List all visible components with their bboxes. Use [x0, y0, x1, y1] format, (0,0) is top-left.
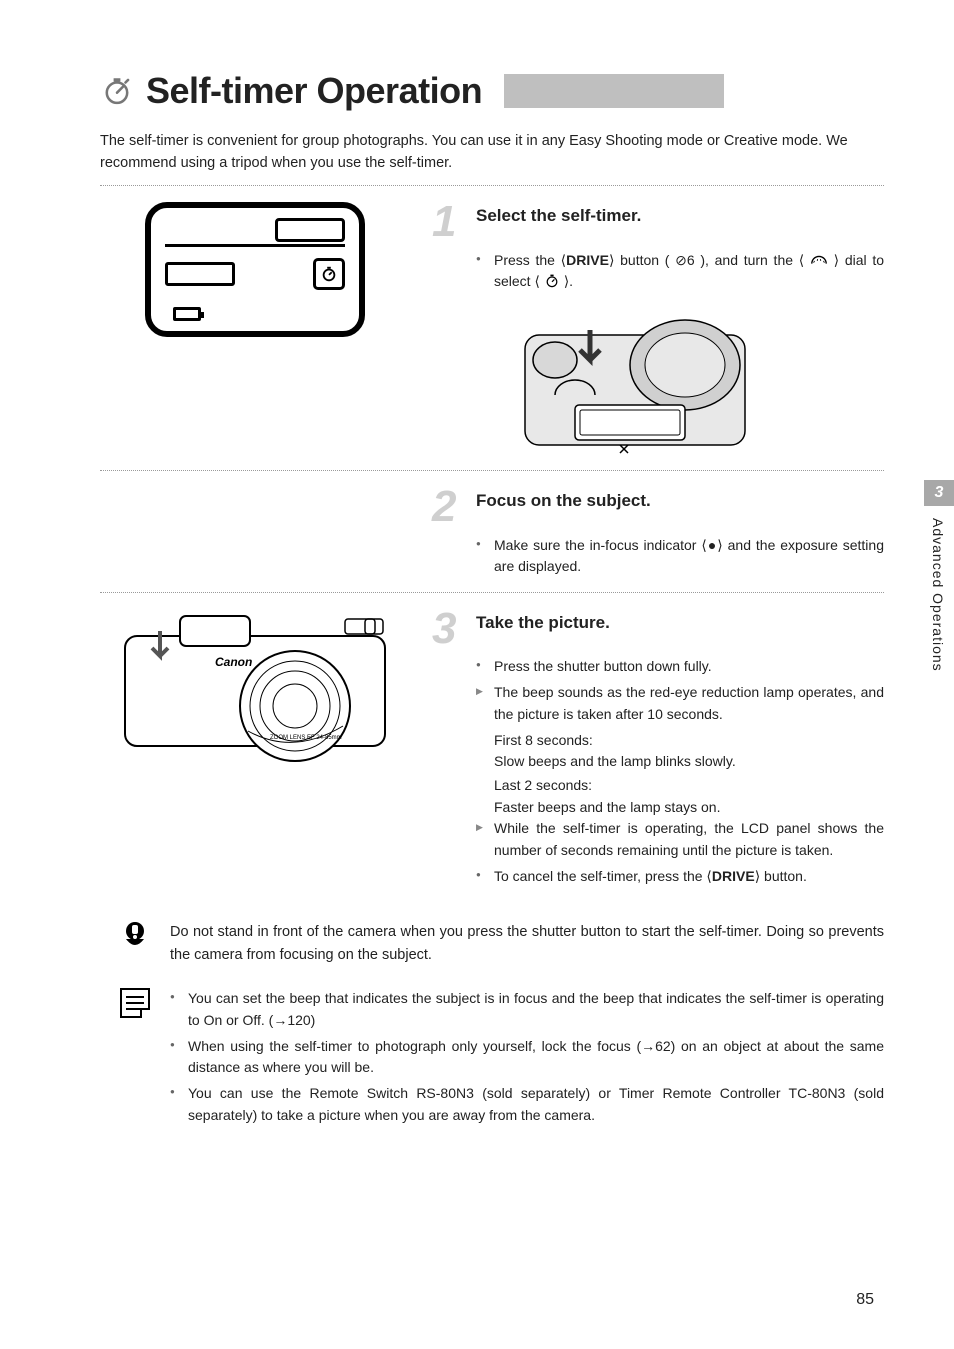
page-title-row: Self-timer Operation [100, 70, 884, 112]
step-number: 2 [432, 487, 470, 527]
step-subtext: Faster beeps and the lamp stays on. [494, 797, 884, 819]
page-title: Self-timer Operation [146, 70, 482, 112]
step-content: 1 Select the self-timer. Press the ⟨DRIVE… [432, 202, 884, 460]
self-timer-icon [100, 74, 134, 108]
memo-icon [120, 988, 150, 1018]
step-subtext: Slow beeps and the lamp blinks slowly. [494, 751, 884, 773]
lcd-panel-illustration [145, 202, 365, 337]
divider [100, 592, 884, 593]
step-left-illustration: Canon ZOOM LENS EF 24-85mm [100, 609, 410, 891]
step-number: 3 [432, 609, 470, 649]
step-number: 1 [432, 202, 470, 242]
page-number: 85 [856, 1291, 874, 1309]
svg-text:ZOOM LENS EF 24-85mm: ZOOM LENS EF 24-85mm [270, 735, 342, 741]
step-body: Press the shutter button down fully. The … [476, 656, 884, 887]
step-block: 1 Select the self-timer. Press the ⟨DRIVE… [100, 202, 884, 460]
step-block: Canon ZOOM LENS EF 24-85mm 3 Take the pi… [100, 609, 884, 891]
note-bullet: When using the self-timer to photograph … [170, 1036, 884, 1079]
warning-text: Do not stand in front of the camera when… [170, 921, 884, 966]
caution-icon [120, 921, 150, 964]
step-bullet: The beep sounds as the red-eye reduction… [476, 682, 884, 725]
step-bullet: While the self-timer is operating, the L… [476, 818, 884, 861]
step-bullet: Press the shutter button down fully. [476, 656, 884, 678]
step-left-illustration [100, 487, 410, 582]
step-bullet: To cancel the self-timer, press the ⟨DRI… [476, 866, 884, 888]
chapter-number: 3 [924, 480, 954, 506]
intro-paragraph: The self-timer is convenient for group p… [100, 130, 884, 175]
step-bullet: Make sure the in-focus indicator ⟨●⟩ and… [476, 535, 884, 578]
camera-front-illustration: Canon ZOOM LENS EF 24-85mm [115, 609, 395, 769]
warning-block: Do not stand in front of the camera when… [120, 921, 884, 966]
step-left-illustration [100, 202, 410, 460]
step-title: Focus on the subject. [476, 491, 651, 511]
step-body: Press the ⟨DRIVE⟩ button ( ⊘6 ), and tur… [476, 250, 884, 460]
divider [100, 185, 884, 186]
step-content: 2 Focus on the subject. Make sure the in-… [432, 487, 884, 582]
notes-list: You can set the beep that indicates the … [170, 988, 884, 1130]
note-bullet: You can set the beep that indicates the … [170, 988, 884, 1031]
step-block: 2 Focus on the subject. Make sure the in-… [100, 487, 884, 582]
step-body: Make sure the in-focus indicator ⟨●⟩ and… [476, 535, 884, 578]
step-title: Take the picture. [476, 613, 610, 633]
step-plaintext: Last 2 seconds: [494, 775, 884, 797]
camera-top-illustration [520, 305, 884, 460]
svg-text:Canon: Canon [215, 655, 252, 669]
step-title: Select the self-timer. [476, 206, 641, 226]
step-content: 3 Take the picture. Press the shutter but… [432, 609, 884, 891]
divider [100, 470, 884, 471]
step-bullet: Press the ⟨DRIVE⟩ button ( ⊘6 ), and tur… [476, 250, 884, 293]
note-bullet: You can use the Remote Switch RS-80N3 (s… [170, 1083, 884, 1126]
title-accent-bar [504, 74, 724, 108]
chapter-tab: 3 Advanced Operations [924, 480, 954, 684]
chapter-title: Advanced Operations [924, 506, 952, 684]
note-block: You can set the beep that indicates the … [120, 988, 884, 1130]
step-plaintext: First 8 seconds: [494, 730, 884, 752]
